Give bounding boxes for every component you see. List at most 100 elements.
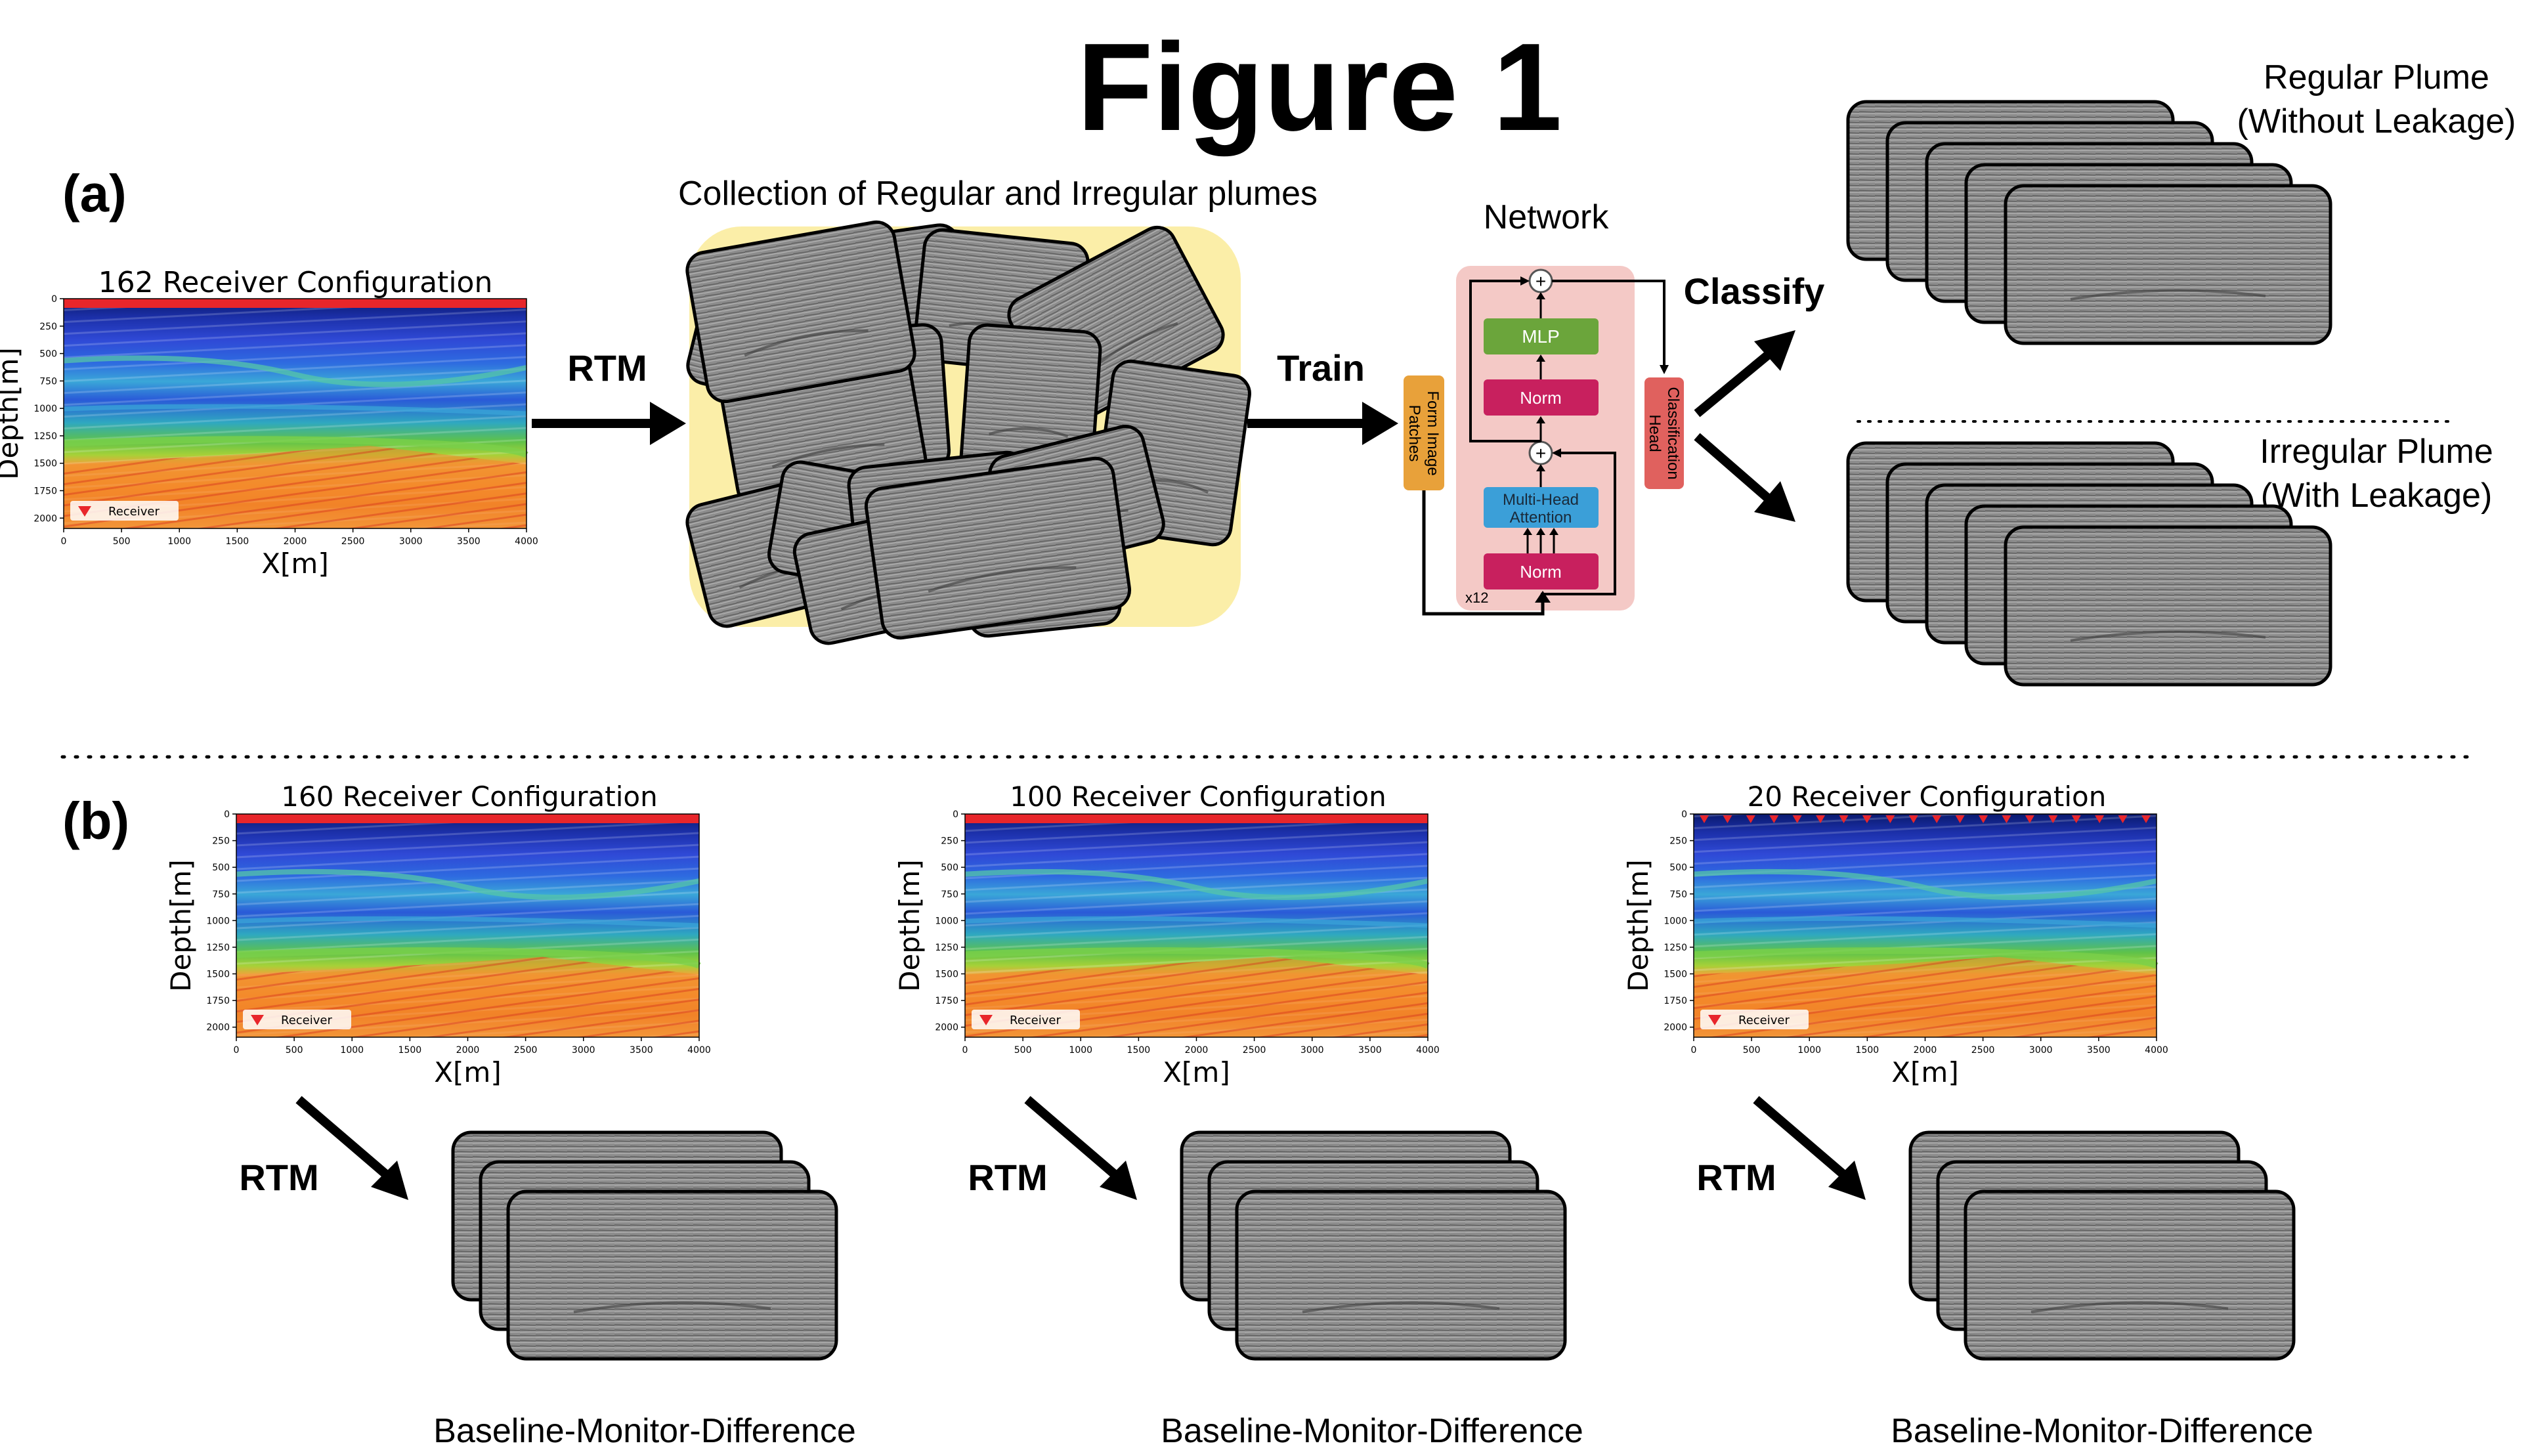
- mha-label-1: Multi-Head: [1503, 491, 1579, 509]
- receiver-marker: [2071, 815, 2081, 823]
- irregular-plume-card-4: [2004, 525, 2332, 687]
- rtm-arrow-shaft: [295, 1096, 394, 1182]
- receiver-marker: [2118, 815, 2128, 823]
- reservoir-layers-a: [64, 446, 526, 528]
- receiver-marker: [1839, 815, 1849, 823]
- rtm-arrow-b-2: [1753, 1096, 1866, 1200]
- receiver-marker: [1979, 815, 1988, 823]
- horizon-cyan-b0: [236, 868, 700, 900]
- bmd-card-0-2-image: [506, 1189, 838, 1361]
- norm-box-lower: [1484, 553, 1599, 589]
- x-tick-label: 0: [61, 536, 67, 547]
- rtm-arrow-b-1: [1024, 1096, 1137, 1200]
- y-tick-label: 0: [51, 294, 57, 305]
- y-axis-label-b0: Depth[m]: [165, 859, 197, 992]
- x-tick-label: 3000: [399, 536, 423, 547]
- config-2: 20 Receiver Configuration Receiver 0 500 100…: [1622, 781, 2313, 1450]
- train-arrow: [1247, 402, 1398, 445]
- plume-card-15-reflector: [744, 329, 869, 357]
- panel-a-label: (a): [62, 164, 127, 223]
- receiver-marker: [1769, 815, 1779, 823]
- receiver-marker: [1862, 815, 1872, 823]
- y-axis-label-b1: Depth[m]: [893, 859, 926, 992]
- x-tick-label: 1500: [226, 536, 249, 547]
- horizon-blue-b2: [1693, 916, 2157, 928]
- bmd-stack-0: [451, 1130, 838, 1361]
- x-tick-label: 1000: [1069, 1045, 1092, 1056]
- rtm-arrow-b-0: [295, 1096, 408, 1200]
- rtm-arrow-head: [1828, 1161, 1866, 1200]
- classify-arrow-down: [1694, 433, 1795, 522]
- legend-box-b0: [243, 1010, 351, 1029]
- x-tick-label: 4000: [687, 1045, 711, 1056]
- horizon-green-a: [63, 436, 528, 458]
- plume-card-16: [864, 456, 1132, 640]
- rtm-arrow-head: [371, 1161, 408, 1200]
- plume-card-16-image: [864, 456, 1132, 640]
- y-tick-label: 1250: [1664, 943, 1687, 953]
- attention-inputs: [1526, 533, 1555, 553]
- config-title-0: 160 Receiver Configuration: [281, 781, 657, 813]
- mha-label-2: Attention: [1510, 509, 1572, 526]
- bmd-card-1-2-image: [1235, 1189, 1567, 1361]
- y-tick-label: 1000: [33, 404, 57, 414]
- horizon-blue-a: [63, 404, 527, 416]
- config-title-162: 162 Receiver Configuration: [98, 266, 493, 299]
- bmd-stack-2: [1908, 1130, 2296, 1361]
- panel-b-label: (b): [62, 792, 129, 850]
- y-tick-label: 1750: [935, 996, 958, 1006]
- bmd-caption-1: Baseline-Monitor-Difference: [1161, 1412, 1583, 1450]
- x-tick-label: 1000: [167, 536, 191, 547]
- x-tick-label: 3000: [1300, 1045, 1324, 1056]
- x-tick-label: 1000: [1797, 1045, 1821, 1056]
- x-tick-label: 4000: [2145, 1045, 2168, 1056]
- x-tick-label: 500: [286, 1045, 303, 1056]
- config-0: 160 Receiver Configuration Receiver 0 500 10…: [165, 781, 856, 1450]
- reservoir-layers-b1: [965, 956, 1428, 1037]
- x-axis-label-b1: X[m]: [1163, 1056, 1230, 1088]
- x-tick-label: 2500: [1243, 1045, 1266, 1056]
- rtm-arrow-shaft: [1753, 1096, 1851, 1182]
- y-tick-label: 500: [1669, 863, 1687, 873]
- x-tick-label: 2500: [341, 536, 365, 547]
- bmd-stack-1: [1180, 1130, 1567, 1361]
- bmd-card-1-2: [1235, 1189, 1567, 1361]
- y-tick-label: 1750: [1664, 996, 1687, 1006]
- y-tick-label: 250: [941, 836, 958, 847]
- bmd-caption-0: Baseline-Monitor-Difference: [433, 1412, 856, 1450]
- y-tick-label: 750: [1669, 889, 1687, 900]
- x-tick-label: 0: [234, 1045, 240, 1056]
- rtm-label-b-0: RTM: [239, 1157, 318, 1198]
- y-tick-label: 2000: [33, 513, 57, 524]
- plume-card-15-image: [685, 220, 916, 404]
- bmd-card-2-2: [1964, 1189, 2296, 1361]
- legend-box-b2: [1700, 1010, 1809, 1029]
- rtm-arrow-shaft: [1024, 1096, 1123, 1182]
- x-tick-label: 500: [1014, 1045, 1032, 1056]
- mlp-box: [1484, 318, 1599, 354]
- receiver-legend-icon: [979, 1015, 993, 1025]
- x-tick-label: 3500: [1358, 1045, 1382, 1056]
- x-tick-label: 500: [1743, 1045, 1761, 1056]
- norm-box-upper: [1484, 379, 1599, 416]
- form-patches-box: [1404, 375, 1444, 490]
- x-tick-label: 2000: [456, 1045, 480, 1056]
- regular-plume-card-4-image: [2004, 184, 2332, 345]
- horizon-green-b0: [236, 947, 701, 969]
- x-tick-label: 4000: [1416, 1045, 1440, 1056]
- x-tick-label: 1500: [398, 1045, 422, 1056]
- bmd-card-2-2-image: [1964, 1189, 2296, 1361]
- x-tick-label: 0: [962, 1045, 968, 1056]
- norm-label-lower: Norm: [1520, 562, 1562, 582]
- patches-label-2: Patches: [1406, 405, 1423, 462]
- x-tick-label: 3000: [2029, 1045, 2053, 1056]
- y-tick-label: 0: [953, 809, 958, 820]
- receiver-legend-icon: [1708, 1015, 1721, 1025]
- regular-plume-card-4: [2004, 184, 2332, 345]
- y-tick-label: 2000: [206, 1023, 230, 1033]
- y-tick-label: 250: [1669, 836, 1687, 847]
- x-tick-label: 2000: [1914, 1045, 1937, 1056]
- y-tick-label: 750: [212, 889, 230, 900]
